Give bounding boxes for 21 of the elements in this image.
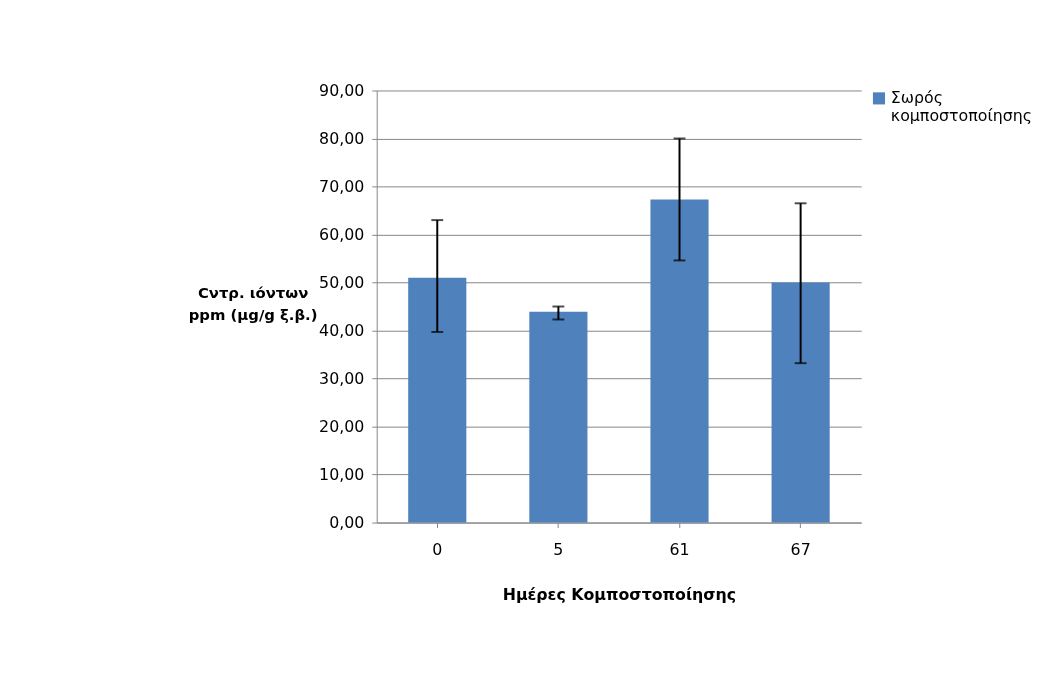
y-tick-label: 40,00 (319, 320, 365, 340)
bar (771, 282, 830, 523)
y-tick-label: 30,00 (319, 368, 365, 388)
x-axis-title: Ημέρες Κομποστοποίησης (502, 585, 737, 605)
y-axis-title: Cντρ. ιόντων ppm (μg/g ξ.β.) (188, 284, 318, 323)
legend-label: Σωρός κομποστοποίησης (890, 88, 1033, 126)
y-tick-label: 70,00 (319, 176, 365, 196)
y-tick-label: 20,00 (319, 416, 365, 436)
y-tick-label: 90,00 (319, 80, 365, 100)
y-tick-label: 10,00 (319, 464, 365, 484)
y-tick-label: 80,00 (319, 128, 365, 148)
y-tick-label: 50,00 (319, 272, 365, 292)
x-tick-label: 61 (669, 539, 690, 559)
x-tick-label: 5 (553, 539, 564, 559)
y-tick-label: 60,00 (319, 224, 365, 244)
bar (408, 277, 467, 523)
x-tick-label: 0 (432, 539, 443, 559)
bar (529, 311, 588, 523)
bar (650, 199, 709, 523)
y-tick-label: 0,00 (329, 512, 365, 532)
x-tick-label: 67 (790, 539, 811, 559)
